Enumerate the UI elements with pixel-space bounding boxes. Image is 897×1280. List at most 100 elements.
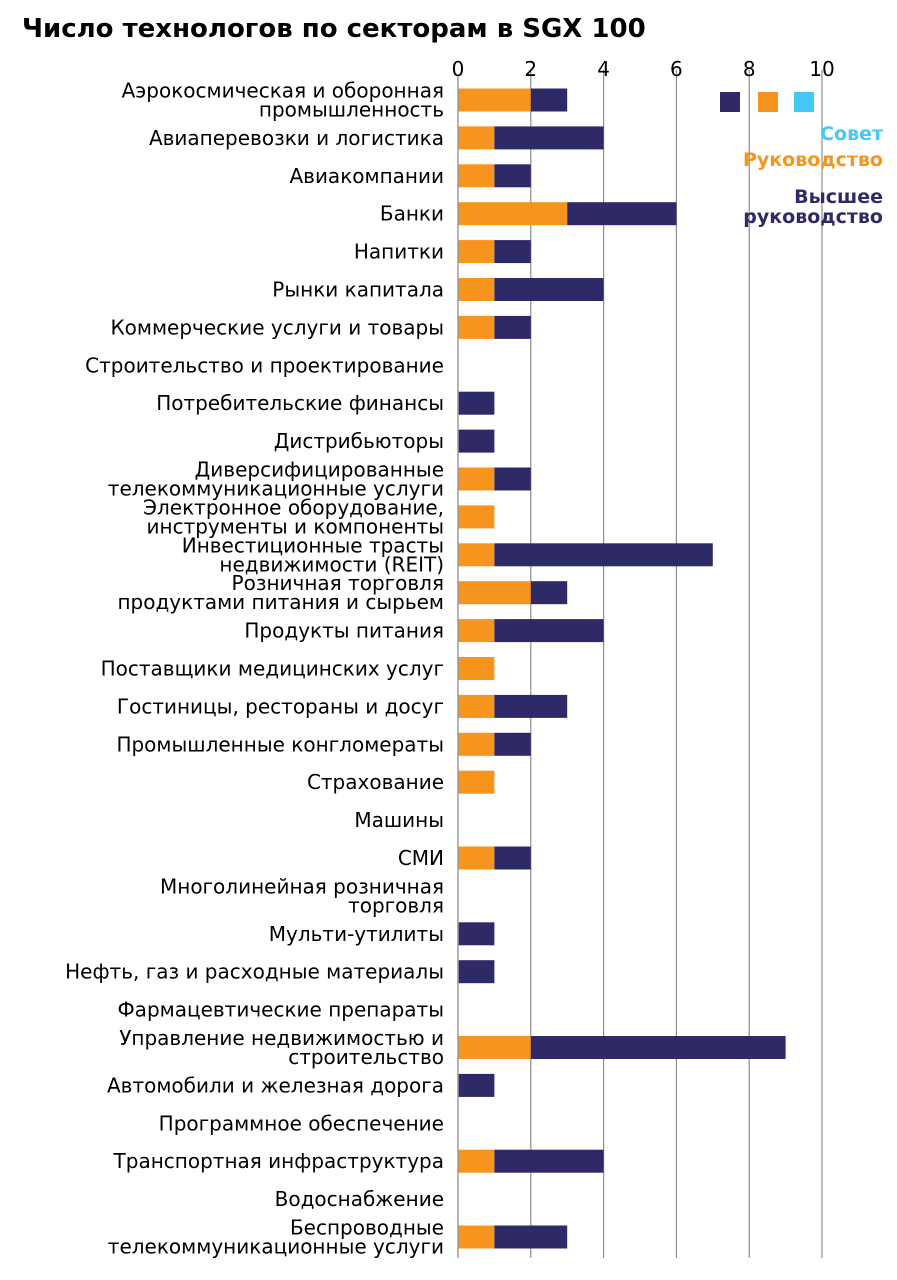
- bar-segment: [567, 202, 677, 226]
- category-label: Водоснабжение: [275, 1187, 444, 1211]
- bar-segment: [458, 505, 495, 529]
- category-label: Страхование: [307, 770, 444, 794]
- bar-segment: [494, 846, 531, 870]
- legend-label-management: Руководство: [742, 149, 883, 171]
- category-label: инструменты и компоненты: [147, 514, 445, 538]
- bar-segment: [458, 429, 495, 453]
- bar-segment: [494, 619, 604, 643]
- category-label: Машины: [354, 808, 444, 832]
- category-label: телекоммуникационные услуги: [108, 477, 444, 501]
- legend-label-board: Совет: [820, 123, 883, 145]
- category-label: недвижимости (REIT): [219, 552, 444, 576]
- category-label: Дистрибьюторы: [274, 429, 444, 453]
- bar-segment: [458, 922, 495, 946]
- bar-segment: [458, 126, 495, 150]
- category-label: Банки: [380, 202, 444, 226]
- category-label: Гостиницы, рестораны и досуг: [117, 694, 444, 718]
- x-tick-label: 6: [670, 57, 683, 81]
- x-tick-label: 4: [597, 57, 610, 81]
- category-label: Беспроводные: [290, 1216, 444, 1240]
- bar-segment: [530, 581, 568, 605]
- category-label: Фармацевтические препараты: [117, 998, 444, 1022]
- bar-segment: [458, 732, 495, 756]
- category-label: Авиакомпании: [289, 164, 444, 188]
- legend-swatch-board: [794, 92, 814, 112]
- category-label: строительство: [288, 1045, 444, 1069]
- x-tick-label: 10: [809, 57, 834, 81]
- category-label: Рынки капитала: [272, 278, 444, 302]
- category-label: Коммерческие услуги и товары: [110, 315, 444, 339]
- category-label: Розничная торговля: [232, 571, 444, 595]
- bar-segment: [494, 1225, 568, 1249]
- category-label: Управление недвижимостью и: [119, 1026, 444, 1050]
- category-label: Диверсифицированные: [195, 458, 444, 482]
- x-tick-label: 0: [452, 57, 465, 81]
- bar-segment: [494, 467, 531, 491]
- legend-swatch-senior: [720, 92, 740, 112]
- bar-segment: [494, 164, 531, 188]
- bar-segment: [458, 770, 495, 794]
- category-label: Многолинейная розничная: [160, 874, 444, 898]
- legend-label-senior-1: Высшее: [794, 186, 883, 208]
- legend-label-senior-2: руководство: [743, 206, 883, 228]
- category-label: Аэрокосмическая и оборонная: [122, 79, 444, 103]
- bar-segment: [458, 960, 495, 984]
- category-label: Инвестиционные трасты: [182, 533, 444, 557]
- bar-segment: [530, 88, 568, 112]
- bar-segment: [458, 1225, 495, 1249]
- bar-segment: [494, 240, 531, 264]
- bar-segment: [458, 619, 495, 643]
- category-label: Транспортная инфраструктура: [113, 1149, 444, 1173]
- bar-segment: [458, 1149, 495, 1173]
- bar-segment: [458, 467, 495, 491]
- bar-segment: [530, 1036, 786, 1059]
- bar-segment: [458, 657, 495, 680]
- bar-segment: [458, 315, 495, 339]
- category-label: Электронное оборудование,: [143, 495, 444, 519]
- category-label: Потребительские финансы: [156, 391, 444, 415]
- category-label: торговля: [348, 893, 444, 917]
- bars: [458, 88, 786, 1249]
- category-label: Строительство и проектирование: [85, 353, 444, 377]
- category-label: Программное обеспечение: [159, 1111, 444, 1135]
- bar-segment: [458, 846, 495, 870]
- bar-segment: [458, 543, 495, 567]
- x-axis-ticks: 0 2 4 6 8 10: [452, 57, 835, 81]
- bar-segment: [458, 581, 531, 605]
- bar-segment: [458, 240, 495, 264]
- bar-segment: [458, 278, 495, 301]
- category-label: Поставщики медицинских услуг: [101, 657, 444, 681]
- bar-segment: [458, 1036, 531, 1059]
- bar-segment: [494, 315, 531, 339]
- bar-segment: [458, 202, 568, 226]
- bar-segment: [494, 694, 568, 718]
- bar-segment: [494, 543, 713, 567]
- category-label: Мульти-утилиты: [269, 922, 444, 946]
- bar-segment: [458, 88, 531, 112]
- bar-segment: [494, 126, 604, 150]
- bar-segment: [494, 278, 604, 301]
- category-label: СМИ: [398, 846, 444, 870]
- bar-segment: [458, 391, 495, 415]
- gridlines: [530, 70, 823, 1258]
- bar-segment: [458, 164, 495, 188]
- x-tick-label: 2: [524, 57, 537, 81]
- category-label: промышленность: [259, 98, 444, 122]
- legend-swatch-management: [758, 92, 778, 112]
- bar-segment: [458, 694, 495, 718]
- category-label: Нефть, газ и расходные материалы: [65, 960, 444, 984]
- x-tick-label: 8: [743, 57, 756, 81]
- category-label: телекоммуникационные услуги: [108, 1235, 444, 1259]
- category-label: продуктами питания и сырьем: [117, 590, 444, 614]
- category-label: Промышленные конгломераты: [116, 732, 444, 756]
- chart-title: Число технологов по секторам в SGX 100: [22, 14, 646, 44]
- bar-segment: [494, 1149, 604, 1173]
- category-labels: Аэрокосмическая и обороннаяпромышленност…: [65, 79, 444, 1259]
- bar-segment: [494, 732, 531, 756]
- category-label: Автомобили и железная дорога: [107, 1073, 444, 1097]
- bar-segment: [458, 1073, 495, 1097]
- category-label: Напитки: [354, 240, 444, 264]
- category-label: Продукты питания: [244, 619, 444, 643]
- category-label: Авиаперевозки и логистика: [149, 126, 444, 150]
